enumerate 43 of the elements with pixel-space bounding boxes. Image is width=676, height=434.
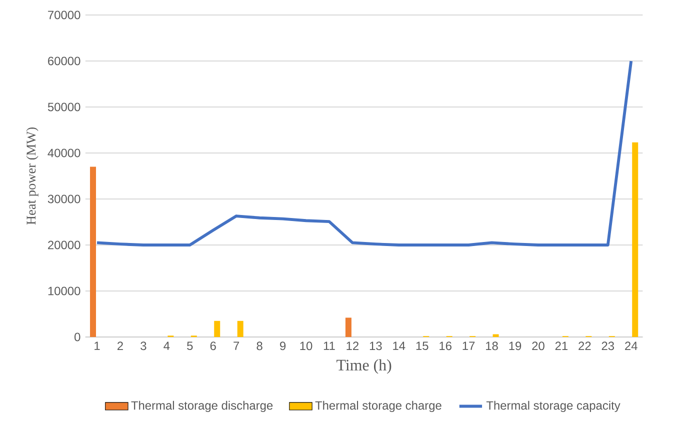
x-axis-title: Time (h)	[336, 359, 392, 374]
x-tick-label: 4	[164, 342, 170, 350]
x-tick-label: 22	[578, 342, 591, 350]
x-tick-label: 2	[118, 342, 123, 350]
x-tick-label: 16	[440, 342, 452, 350]
x-tick-label: 8	[256, 342, 262, 350]
x-tick-label: 3	[140, 342, 146, 350]
y-tick-label: 70000	[48, 10, 80, 20]
bar	[90, 166, 96, 337]
x-tick-label: 15	[416, 342, 428, 350]
x-tick-label: 19	[509, 342, 522, 350]
x-tick-label: 6	[210, 342, 216, 350]
x-tick-label: 17	[462, 342, 475, 350]
bar	[345, 318, 352, 337]
legend-label: Thermal storage charge	[315, 400, 442, 412]
x-tick-label: 24	[625, 342, 638, 350]
x-tick-label: 9	[280, 342, 286, 350]
x-tick-label: 10	[300, 342, 312, 350]
x-tick-label: 11	[324, 342, 335, 350]
legend-label: Thermal storage discharge	[131, 400, 273, 412]
bar	[237, 320, 244, 337]
y-tick-label: 60000	[48, 56, 80, 66]
bar	[214, 320, 220, 337]
bar	[632, 142, 638, 337]
x-tick-label: 18	[486, 342, 498, 350]
y-tick-label: 0	[74, 332, 80, 342]
y-tick-label: 20000	[48, 240, 80, 250]
x-tick-label: 21	[555, 342, 568, 350]
legend-label: Thermal storage capacity	[486, 400, 620, 412]
y-axis-title: Heat power (MW)	[26, 128, 38, 225]
x-tick-label: 7	[234, 342, 240, 350]
x-tick-label: 1	[94, 342, 100, 350]
x-tick-label: 23	[602, 342, 614, 350]
x-tick-label: 13	[370, 342, 382, 350]
y-tick-label: 50000	[48, 102, 80, 112]
y-tick-label: 30000	[48, 194, 80, 204]
x-tick-label: 14	[393, 342, 406, 350]
x-tick-label: 5	[187, 342, 193, 350]
x-tick-label: 12	[346, 342, 358, 350]
bar	[492, 334, 499, 337]
x-tick-label: 20	[532, 342, 544, 350]
y-tick-label: 40000	[48, 148, 80, 158]
y-tick-label: 10000	[48, 286, 80, 296]
